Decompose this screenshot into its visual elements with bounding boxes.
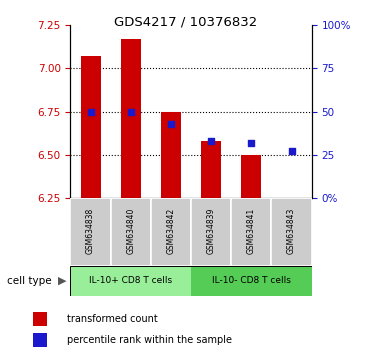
Bar: [121, 39, 141, 198]
Point: [289, 149, 295, 154]
Bar: [81, 56, 101, 198]
Text: GSM634838: GSM634838: [86, 207, 95, 254]
Bar: [151, 198, 191, 266]
Bar: [33, 333, 47, 347]
Bar: [70, 198, 111, 266]
Point: [248, 140, 254, 145]
Text: GSM634841: GSM634841: [247, 207, 256, 254]
Bar: [33, 312, 47, 326]
Bar: [70, 266, 191, 296]
Text: GDS4217 / 10376832: GDS4217 / 10376832: [114, 16, 257, 29]
Text: percentile rank within the sample: percentile rank within the sample: [68, 335, 232, 345]
Text: cell type: cell type: [7, 275, 52, 286]
Bar: [111, 198, 151, 266]
Bar: [191, 266, 312, 296]
Text: GSM634840: GSM634840: [126, 207, 135, 254]
Bar: [231, 198, 272, 266]
Point: [168, 121, 174, 126]
Point: [128, 109, 134, 114]
Bar: [161, 112, 181, 198]
Text: ▶: ▶: [58, 275, 66, 286]
Point: [208, 138, 214, 144]
Text: IL-10+ CD8 T cells: IL-10+ CD8 T cells: [89, 276, 173, 285]
Text: GSM634839: GSM634839: [207, 207, 216, 254]
Text: transformed count: transformed count: [68, 314, 158, 324]
Bar: [201, 141, 221, 198]
Text: GSM634843: GSM634843: [287, 207, 296, 254]
Bar: [272, 198, 312, 266]
Bar: [191, 198, 231, 266]
Point: [88, 109, 93, 114]
Text: IL-10- CD8 T cells: IL-10- CD8 T cells: [212, 276, 291, 285]
Bar: [241, 155, 262, 198]
Text: GSM634842: GSM634842: [167, 207, 175, 254]
